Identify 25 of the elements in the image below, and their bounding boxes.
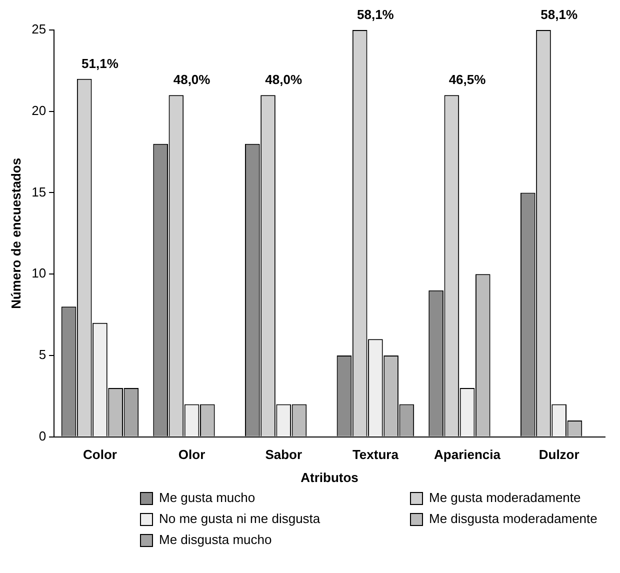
legend-label: Me disgusta moderadamente <box>429 511 598 526</box>
legend-label: Me gusta moderadamente <box>429 490 581 505</box>
y-axis-title: Número de encuestados <box>8 158 24 309</box>
y-tick-label: 0 <box>38 428 46 444</box>
x-tick-label: Dulzor <box>538 447 580 462</box>
annotation: 48,0% <box>265 72 302 88</box>
x-tick-label: Color <box>82 447 117 462</box>
annotation: 48,0% <box>173 72 211 88</box>
x-tick-label: Textura <box>352 447 400 462</box>
y-tick-label: 20 <box>32 102 46 118</box>
legend-label: Me gusta mucho <box>159 490 256 505</box>
y-tick-label: 5 <box>38 347 46 362</box>
text: 58,1% <box>540 7 578 22</box>
x-tick-label: Apariencia <box>434 447 502 462</box>
annotation: 46,5% <box>448 72 486 88</box>
text: 58,1% <box>357 7 394 22</box>
annotation: 51,1% <box>82 56 119 71</box>
y-tick-label: 10 <box>32 266 46 281</box>
x-tick-label: Olor <box>178 447 206 462</box>
y-tick-label: 25 <box>32 22 46 37</box>
legend-label: No me gusta ni me disgusta <box>159 511 320 526</box>
y-tick-label: 15 <box>32 184 46 200</box>
x-tick-label: Sabor <box>265 447 302 462</box>
x-axis-title: Atributos <box>300 470 358 485</box>
legend-label: Me disgusta mucho <box>159 532 272 547</box>
